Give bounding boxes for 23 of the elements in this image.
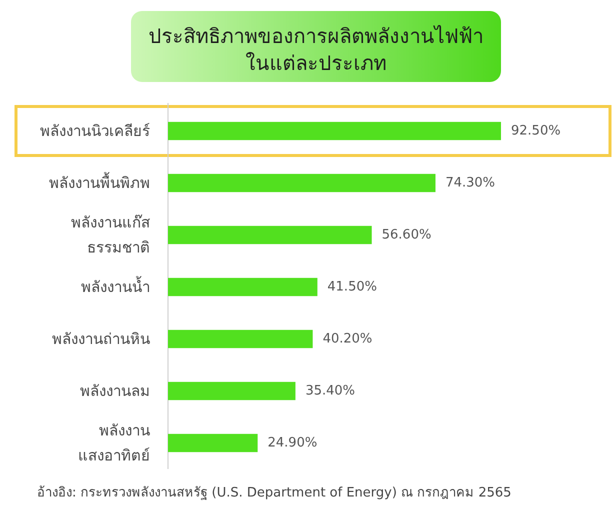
y-tick-label: พลังงานพื้นพิภพ bbox=[49, 172, 150, 192]
y-tick-label: พลังงานแก๊ส ธรรมชาติ bbox=[71, 214, 150, 256]
y-tick-label: พลังงานลม bbox=[80, 382, 150, 400]
bar bbox=[168, 382, 296, 400]
data-label: 92.50% bbox=[511, 124, 561, 138]
bar bbox=[168, 434, 258, 452]
bar bbox=[168, 174, 436, 192]
y-tick-label: พลังงานนิวเคลียร์ bbox=[40, 122, 150, 140]
data-label: 35.40% bbox=[305, 384, 356, 398]
data-label: 24.90% bbox=[268, 436, 318, 450]
bar bbox=[168, 330, 313, 348]
y-tick-label: พลังงานน้ำ bbox=[81, 276, 150, 296]
bar bbox=[168, 122, 501, 140]
bar bbox=[168, 226, 372, 244]
data-label: 41.50% bbox=[327, 280, 377, 294]
data-label: 40.20% bbox=[322, 332, 372, 346]
y-tick-label: พลังงาน แสงอาทิตย์ bbox=[78, 422, 150, 464]
text: อ้างอิง: กระทรวงพลังงานสหรัฐ (U.S. Department of Energy) ณ กรกฎาคม 2565 bbox=[37, 486, 512, 500]
chart-title: ประสิทธิภาพของการผลิตพลังงานไฟฟ้า ในแต่ละประเภท bbox=[148, 24, 484, 75]
data-label: 56.60% bbox=[382, 228, 432, 242]
y-tick-label: พลังงานถ่านหิน bbox=[52, 330, 150, 348]
bar bbox=[168, 278, 318, 296]
data-label: 74.30% bbox=[445, 176, 496, 190]
